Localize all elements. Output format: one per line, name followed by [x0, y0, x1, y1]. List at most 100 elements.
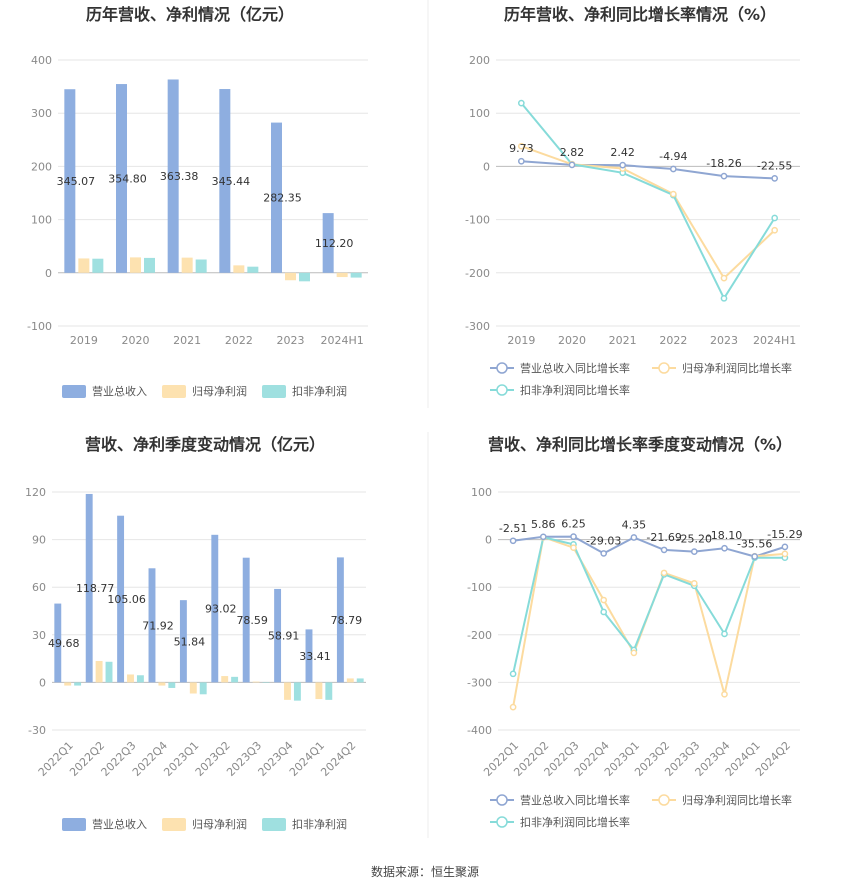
legend-entry: 营业总收入同比增长率	[520, 793, 630, 807]
y-tick-label: 100	[469, 107, 490, 120]
data-point	[781, 543, 789, 551]
data-point	[720, 294, 728, 302]
legend-marker	[496, 794, 508, 806]
legend-marker	[496, 816, 508, 828]
legend-entry: 归母净利润同比增长率	[682, 361, 792, 375]
bar-deducted-profit	[350, 272, 362, 278]
bar-deducted-profit	[299, 272, 310, 282]
x-tick-label: 2020	[558, 334, 586, 347]
data-point	[630, 534, 638, 541]
bar-revenue	[271, 122, 282, 273]
bar-deducted-profit	[168, 682, 176, 688]
legend-entry: 扣非净利润同比增长率	[520, 815, 630, 829]
x-tick-label: 2019	[70, 334, 98, 347]
chart-quarterly_growth: 营收、净利同比增长率季度变动情况（%）-400-300-200-10001002…	[467, 435, 803, 829]
bar-revenue	[242, 557, 250, 683]
bar-deducted-profit	[144, 257, 155, 273]
data-label: -35.56	[737, 538, 772, 551]
series-line-deducted-growth	[512, 536, 785, 675]
bar-deducted-profit	[195, 259, 207, 273]
bar-deducted-profit	[105, 661, 113, 683]
bar-deducted-profit	[293, 682, 301, 701]
legend-entry: 营业总收入	[92, 384, 147, 398]
data-point	[660, 569, 668, 577]
data-point	[600, 596, 608, 604]
data-label: 4.35	[622, 519, 647, 532]
data-label: 5.86	[531, 518, 556, 531]
data-label: 33.41	[299, 650, 331, 663]
data-label: 2.82	[560, 146, 585, 159]
data-label: -18.26	[706, 157, 741, 170]
data-label: 2.42	[610, 146, 635, 159]
bar-net-profit	[233, 265, 245, 273]
bar-revenue	[179, 600, 187, 683]
data-source: 数据来源：恒生聚源	[371, 864, 479, 879]
y-tick-label: -300	[465, 320, 490, 333]
x-tick-label: 2024H1	[321, 334, 364, 347]
bar-net-profit	[346, 678, 354, 683]
x-tick-label: 2023	[710, 334, 738, 347]
y-tick-label: 100	[471, 486, 492, 499]
y-tick-label: 0	[39, 676, 46, 689]
chart-annual_growth: 历年营收、净利同比增长率情况（%） -300 -200 -100 0 100 200 2019…	[465, 5, 800, 397]
y-tick-label: -300	[467, 676, 492, 689]
data-point	[509, 537, 517, 545]
data-point	[660, 546, 668, 554]
y-tick-label: 0	[45, 267, 52, 280]
data-point	[721, 690, 728, 698]
y-tick-label: -400	[467, 724, 492, 737]
y-tick-label: 300	[31, 107, 52, 120]
data-label: -21.69	[646, 531, 681, 544]
data-label: 354.80	[108, 172, 147, 185]
legend-entry: 归母净利润	[192, 384, 247, 398]
series-line-revenue-growth	[521, 160, 775, 180]
bar-net-profit	[158, 682, 166, 686]
legend-swatch	[62, 818, 86, 831]
y-tick-label: -100	[27, 320, 52, 333]
series-line-revenue-growth	[512, 535, 786, 558]
bar-net-profit	[127, 674, 134, 683]
bar-deducted-profit	[262, 682, 270, 683]
y-tick-label: 0	[485, 534, 492, 547]
bar-deducted-profit	[74, 682, 82, 686]
legend-entry: 归母净利润同比增长率	[682, 793, 792, 807]
data-label: 345.07	[57, 175, 96, 188]
legend-marker	[496, 362, 508, 374]
x-tick-label: 2021	[609, 334, 637, 347]
data-point	[509, 670, 517, 678]
bar-net-profit	[130, 257, 141, 273]
chart-title: 营收、净利季度变动情况（亿元）	[85, 435, 325, 454]
y-tick-label: 30	[32, 629, 46, 642]
bar-net-profit	[78, 258, 90, 273]
legend-entry: 营业总收入	[92, 817, 147, 831]
x-tick-label: 2024Q2	[318, 739, 358, 779]
data-point	[751, 553, 759, 560]
x-tick-label: 2023	[277, 334, 305, 347]
bar-deducted-profit	[247, 266, 259, 273]
bar-net-profit	[64, 682, 72, 686]
data-point	[720, 172, 728, 180]
data-point	[568, 161, 576, 169]
data-label: 118.77	[76, 582, 115, 595]
x-tick-label: 2020	[122, 334, 150, 347]
bar-deducted-profit	[92, 258, 104, 273]
bar-net-profit	[315, 682, 323, 700]
data-point	[600, 550, 608, 557]
bar-revenue	[54, 603, 62, 683]
data-point	[669, 165, 677, 173]
legend-swatch	[262, 385, 286, 398]
data-label: -18.10	[707, 529, 742, 542]
data-label: 78.79	[331, 614, 363, 627]
data-label: -2.51	[499, 522, 527, 535]
bar-revenue	[274, 588, 282, 683]
data-label: 78.59	[236, 614, 268, 627]
y-tick-label: -200	[465, 267, 490, 280]
y-tick-label: 100	[31, 214, 52, 227]
data-label: -25.20	[677, 533, 712, 546]
data-point	[781, 550, 789, 558]
data-label: 112.20	[315, 237, 354, 250]
data-label: 49.68	[48, 637, 80, 650]
legend-entry: 营业总收入同比增长率	[520, 361, 630, 375]
bar-revenue	[117, 515, 125, 683]
